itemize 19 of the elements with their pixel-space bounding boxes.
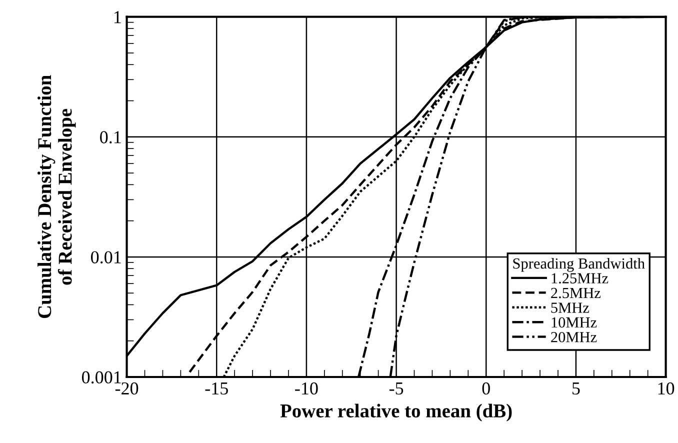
x-tick-label: 10 (658, 382, 674, 395)
y-tick-label: 0.001 (82, 371, 121, 384)
x-tick-label: 0 (482, 382, 490, 395)
legend-label: 2.5MHz (551, 288, 600, 298)
y-axis-title: Cumulative Density Function of Received Envelope (37, 75, 76, 318)
y-tick-label: 0.01 (91, 251, 121, 264)
legend-label: 20MHz (551, 332, 597, 342)
x-tick-label: 5 (572, 382, 580, 395)
legend-label: 5MHz (551, 302, 590, 313)
x-tick-label: -15 (205, 382, 228, 395)
x-tick-label: -10 (295, 382, 318, 395)
x-tick-label: -20 (115, 382, 138, 395)
y-tick-label: 1 (114, 11, 121, 24)
legend-label: 1.25MHz (552, 273, 608, 284)
legend-label: 10MHz (552, 317, 597, 328)
x-axis-title: Power relative to mean (dB) (280, 404, 512, 422)
legend-title: Spreading Bandwidth (513, 258, 645, 272)
x-tick-label: -5 (389, 382, 404, 395)
y-tick-label: 0.1 (100, 131, 121, 144)
